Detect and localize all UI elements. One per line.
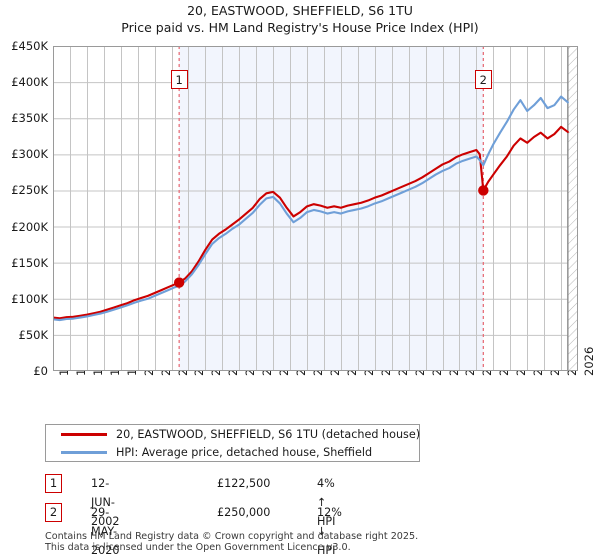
y-axis-label: £250K [11,183,48,198]
grid-lines [53,46,578,371]
footer-line-1: Contains HM Land Registry data © Crown c… [45,531,419,542]
y-axis-label: £200K [11,219,48,234]
transaction-badge-2: 2 [45,503,62,522]
y-axis-label: £100K [11,291,48,306]
legend-label-property: 20, EASTWOOD, SHEFFIELD, S6 1TU (detache… [116,428,421,441]
y-axis-label: £350K [11,111,48,126]
legend-label-hpi: HPI: Average price, detached house, Shef… [116,446,373,459]
transaction-period-band [179,46,484,371]
title-line-2: Price paid vs. HM Land Registry's House … [121,20,479,35]
legend-row-hpi: HPI: Average price, detached house, Shef… [46,444,419,461]
chart-marker-box-2[interactable]: 2 [474,70,492,89]
event-lines [178,46,484,371]
chart-title: 20, EASTWOOD, SHEFFIELD, S6 1TU Price pa… [0,2,600,36]
transaction-badge-1: 1 [45,474,62,493]
footer-attribution: Contains HM Land Registry data © Crown c… [45,531,590,553]
transaction-date-2: 29-MAY-2020 [91,506,120,557]
legend-swatch-property [61,433,107,436]
title-line-1: 20, EASTWOOD, SHEFFIELD, S6 1TU [187,3,413,18]
y-axis-label: £50K [18,327,49,342]
transaction-delta-2: 12% ↓ HPI [317,506,342,557]
y-axis-label: £300K [11,147,48,162]
transaction-markers [173,185,489,288]
footer-line-2: This data is licensed under the Open Gov… [45,542,351,553]
transaction-price-2: £250,000 [217,506,271,519]
y-axis-label: £400K [11,75,48,90]
transaction-date-1: 12-JUN-2002 [91,477,120,528]
plot-area [53,46,578,371]
y-axis-label: £450K [11,39,48,53]
chart-legend: 20, EASTWOOD, SHEFFIELD, S6 1TU (detache… [45,424,420,462]
y-axis-label: £150K [11,255,48,270]
no-data-hatch [567,46,578,371]
price-history-chart [53,46,578,371]
y-axis-label: £0 [33,364,48,378]
x-axis-label: 2026 [582,346,596,376]
legend-swatch-hpi [61,451,107,454]
chart-marker-box-1[interactable]: 1 [170,70,188,89]
transaction-price-1: £122,500 [217,477,271,490]
legend-row-property: 20, EASTWOOD, SHEFFIELD, S6 1TU (detache… [46,426,421,443]
transaction-delta-1: 4% ↑ HPI [317,477,336,528]
